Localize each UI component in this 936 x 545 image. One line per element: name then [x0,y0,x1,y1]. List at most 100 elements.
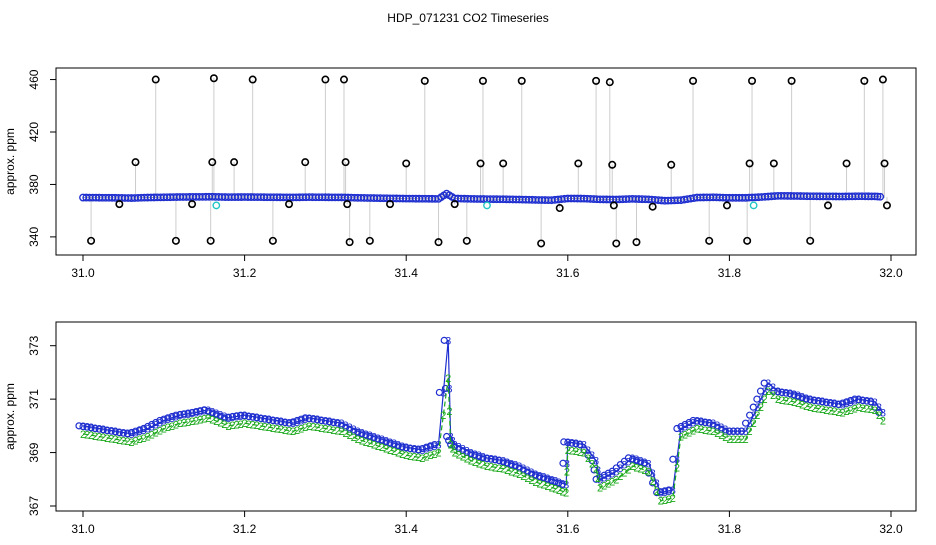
series-marker: 2 [367,438,373,450]
series-circle-point [592,475,600,483]
outlier-point [188,200,197,209]
series-marker: 3 [136,426,142,438]
series-marker: 2 [141,433,147,445]
outlier-point [230,158,239,167]
series-marker: 3 [552,476,558,488]
series-circle-point [531,471,540,479]
series-marker: 2 [116,435,122,447]
series-marker: 3 [431,441,437,453]
series-marker: 2 [464,454,470,466]
series-marker: 3 [419,445,425,457]
series-marker: 3 [359,428,365,440]
series-marker: 2 [205,413,211,425]
series-circle-point [160,415,168,423]
series-marker: 3 [322,416,328,428]
outlier-point [115,200,124,209]
series-marker: 2 [880,416,886,428]
series-marker: 3 [650,468,656,480]
series-marker: 2 [520,471,526,483]
series-circle-point [107,427,115,435]
series-marker: 2 [549,482,555,494]
series-marker: 2 [686,428,692,440]
series-circle-point [87,424,95,432]
series-circle-point [83,423,91,431]
series-circle-point [293,416,301,425]
series-marker: 3 [559,478,565,490]
series-marker: 3 [751,410,757,422]
series-marker: 2 [625,464,631,476]
series-circle-point [103,426,111,435]
series-circle-point [241,412,249,420]
series-circle-point [156,416,164,425]
y-tick-label: 340 [27,227,41,247]
series-marker: 3 [242,410,248,422]
series-marker: 2 [391,446,397,458]
series-circle-point [628,455,637,463]
series-marker: 2 [270,423,276,435]
series-marker: 3 [193,407,199,419]
series-circle-point [346,425,354,433]
series-marker: 2 [536,478,542,490]
series-circle-point [402,444,410,452]
series-circle-point [551,478,559,486]
series-marker: 2 [395,448,401,460]
series-marker: 2 [621,468,627,480]
outlier-point [478,76,487,85]
series-circle-point [560,438,568,446]
series-circle-point [261,415,269,423]
series-circle-point [435,388,443,397]
series-marker: 3 [177,410,183,422]
series-marker: 2 [310,422,316,434]
series-circle-point [572,440,580,448]
outlier-point [787,76,796,85]
x-tick-label: 31.2 [233,522,257,536]
series-marker: 3 [423,444,429,456]
series-circle-point [685,418,693,427]
series-circle-point [394,442,402,450]
series-marker: 3 [718,422,724,434]
series-marker: 2 [302,422,308,434]
series-circle-point [426,442,435,450]
series-marker: 2 [593,464,599,476]
series-marker: 3 [839,399,845,411]
series-marker: 2 [595,473,601,485]
series-marker: 2 [563,488,569,500]
series-circle-point [370,434,378,442]
series-marker: 2 [452,448,458,460]
series-marker: 2 [419,453,425,465]
series-circle-point [576,440,584,449]
series-marker: 2 [589,458,595,470]
series-circle-point [661,487,669,495]
series-marker: 3 [706,418,712,430]
series-marker: 2 [450,444,456,456]
series-marker: 3 [694,416,700,428]
series-marker: 3 [415,444,421,456]
series-marker: 3 [787,388,793,400]
series-marker: 3 [633,454,639,466]
outlier-point [321,75,330,84]
outlier-point [420,76,429,85]
series-marker: 3 [468,448,474,460]
series-marker: 2 [488,462,494,474]
series-marker: 3 [104,425,110,437]
outlier-point [882,201,891,210]
series-marker: 3 [120,428,126,440]
series-marker: 2 [819,404,825,416]
series-circle-point [596,473,604,481]
outlier-point [171,236,180,245]
series-marker: 2 [783,395,789,407]
x-tick-label: 31.8 [718,266,742,280]
series-circle-point [440,336,448,344]
series-circle-point [289,418,297,426]
series-marker: 2 [92,431,98,443]
series-marker: 2 [807,402,813,414]
series-marker: 3 [403,442,409,454]
series-marker: 2 [761,394,767,406]
series-marker: 2 [706,426,712,438]
series-marker: 2 [326,424,332,436]
series-marker: 2 [698,424,704,436]
series-circle-point [418,444,426,453]
series-circle-point [713,423,721,431]
series-marker: 3 [132,428,138,440]
